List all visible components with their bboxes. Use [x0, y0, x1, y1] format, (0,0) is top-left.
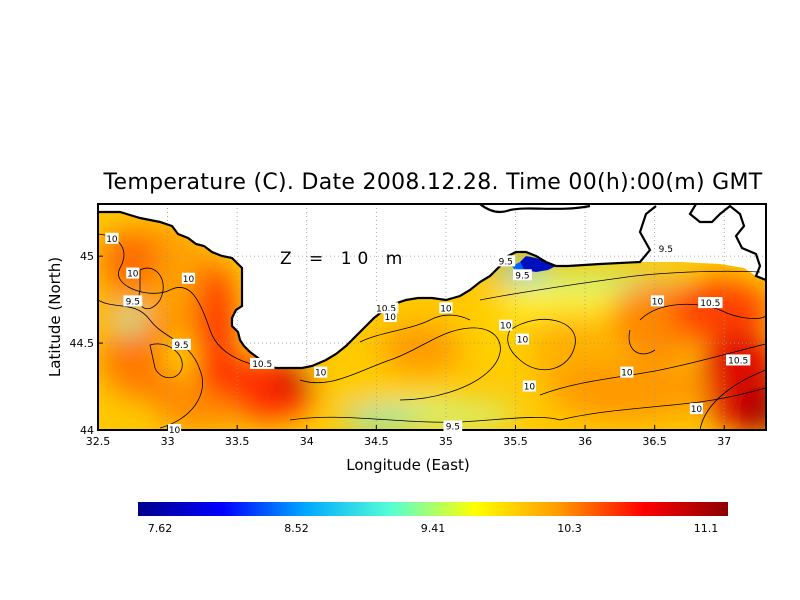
contour-label: 10.5 — [700, 299, 720, 309]
contour-label-bg — [181, 272, 196, 284]
y-tick-label: 44.5 — [70, 337, 95, 350]
contour-label-bg — [439, 302, 453, 314]
colorbar-tick-label: 11.1 — [694, 522, 719, 535]
contour-label: 9.5 — [126, 297, 140, 307]
contour-label-bg — [496, 255, 516, 267]
contour-label-bg — [513, 269, 532, 281]
x-tick-label: 33.5 — [225, 435, 250, 448]
contour-label-bg — [698, 297, 723, 309]
contour-label-bg — [650, 295, 665, 307]
contour-label-bg — [620, 366, 634, 378]
contour-label: 9.5 — [174, 341, 188, 351]
contour-label-bg — [250, 357, 275, 369]
contour-label-bg — [499, 319, 513, 331]
temperature-field — [100, 220, 766, 430]
contour-label: 10 — [621, 369, 633, 379]
contour-label-bg — [167, 424, 182, 435]
crimea-landmass — [98, 204, 766, 368]
y-axis-title: Latitude (North) — [46, 257, 64, 377]
colorbar — [138, 502, 728, 516]
chart-title: Temperature (C). Date 2008.12.28. Time 0… — [103, 170, 763, 195]
contour-label: 10 — [500, 322, 512, 332]
colorbar-tick-label: 8.52 — [284, 522, 309, 535]
contour-label: 10 — [652, 297, 664, 307]
x-tick-label: 35 — [439, 435, 453, 448]
contour-labels: 10109.5109.51010.51010.510109.59.5101010… — [105, 232, 751, 436]
contour-label: 10 — [440, 304, 452, 314]
depth-annotation: Z = 10 m — [280, 249, 408, 269]
y-tick-label: 44 — [80, 424, 94, 437]
contour-label: 9.5 — [446, 423, 460, 433]
contour-label-bg — [123, 295, 143, 307]
contour-label: 10 — [127, 270, 139, 280]
x-tick-label: 36 — [578, 435, 592, 448]
contour-label: 9.5 — [515, 271, 529, 281]
contour-label: 10.5 — [728, 356, 748, 366]
x-tick-label: 35.5 — [503, 435, 528, 448]
contour-label: 10 — [183, 275, 195, 285]
contour-label-bg — [725, 354, 751, 366]
contour-label: 10.5 — [376, 304, 396, 314]
contour-label-bg — [126, 267, 140, 279]
contour-label-bg — [515, 333, 530, 345]
colorbar-tick-label: 10.3 — [557, 522, 582, 535]
contour-lines — [98, 233, 766, 430]
contour-label-bg — [656, 243, 676, 255]
coastline-east — [688, 203, 767, 282]
contour-label-bg — [314, 366, 328, 378]
contour-label: 9.5 — [499, 257, 513, 267]
plot-area — [98, 204, 766, 430]
x-tick-label: 36.5 — [642, 435, 667, 448]
contour-label-bg — [522, 380, 537, 392]
x-tick-label: 32.5 — [86, 435, 111, 448]
contour-label-bg — [172, 338, 191, 350]
y-tick-label: 45 — [80, 250, 94, 263]
contour-label: 10.5 — [252, 360, 272, 370]
plot-frame — [97, 203, 767, 431]
coastline — [98, 205, 657, 370]
x-tick-label: 34.5 — [364, 435, 389, 448]
contour-label-bg — [443, 420, 463, 432]
x-tick-label: 37 — [717, 435, 731, 448]
coastline-north — [479, 203, 591, 214]
contour-label: 10 — [315, 369, 327, 379]
contour-label-bg — [373, 302, 399, 314]
contour-label: 10 — [169, 426, 181, 436]
contour-label: 10 — [106, 235, 118, 245]
colorbar-tick-label: 9.41 — [421, 522, 446, 535]
contour-label: 10 — [691, 405, 703, 415]
colorbar-labels: 7.62 8.52 9.41 10.3 11.1 — [148, 522, 719, 535]
contour-label: 10 — [524, 383, 536, 393]
cold-water-pocket — [520, 256, 556, 272]
x-axis-title: Longitude (East) — [346, 456, 469, 474]
contour-label-bg — [105, 232, 119, 244]
x-tick-label: 33 — [161, 435, 175, 448]
x-tick-label: 34 — [300, 435, 314, 448]
contour-label: 10 — [517, 336, 529, 346]
contour-label: 10 — [385, 313, 397, 323]
contour-label-bg — [689, 403, 704, 415]
axis-ticks: 32.5 33 33.5 34 34.5 35 35.5 36 36.5 37 44 44.5 45 — [70, 250, 732, 448]
contour-label-bg — [383, 311, 397, 322]
contour-label: 9.5 — [659, 245, 673, 255]
colorbar-tick-label: 7.62 — [148, 522, 173, 535]
